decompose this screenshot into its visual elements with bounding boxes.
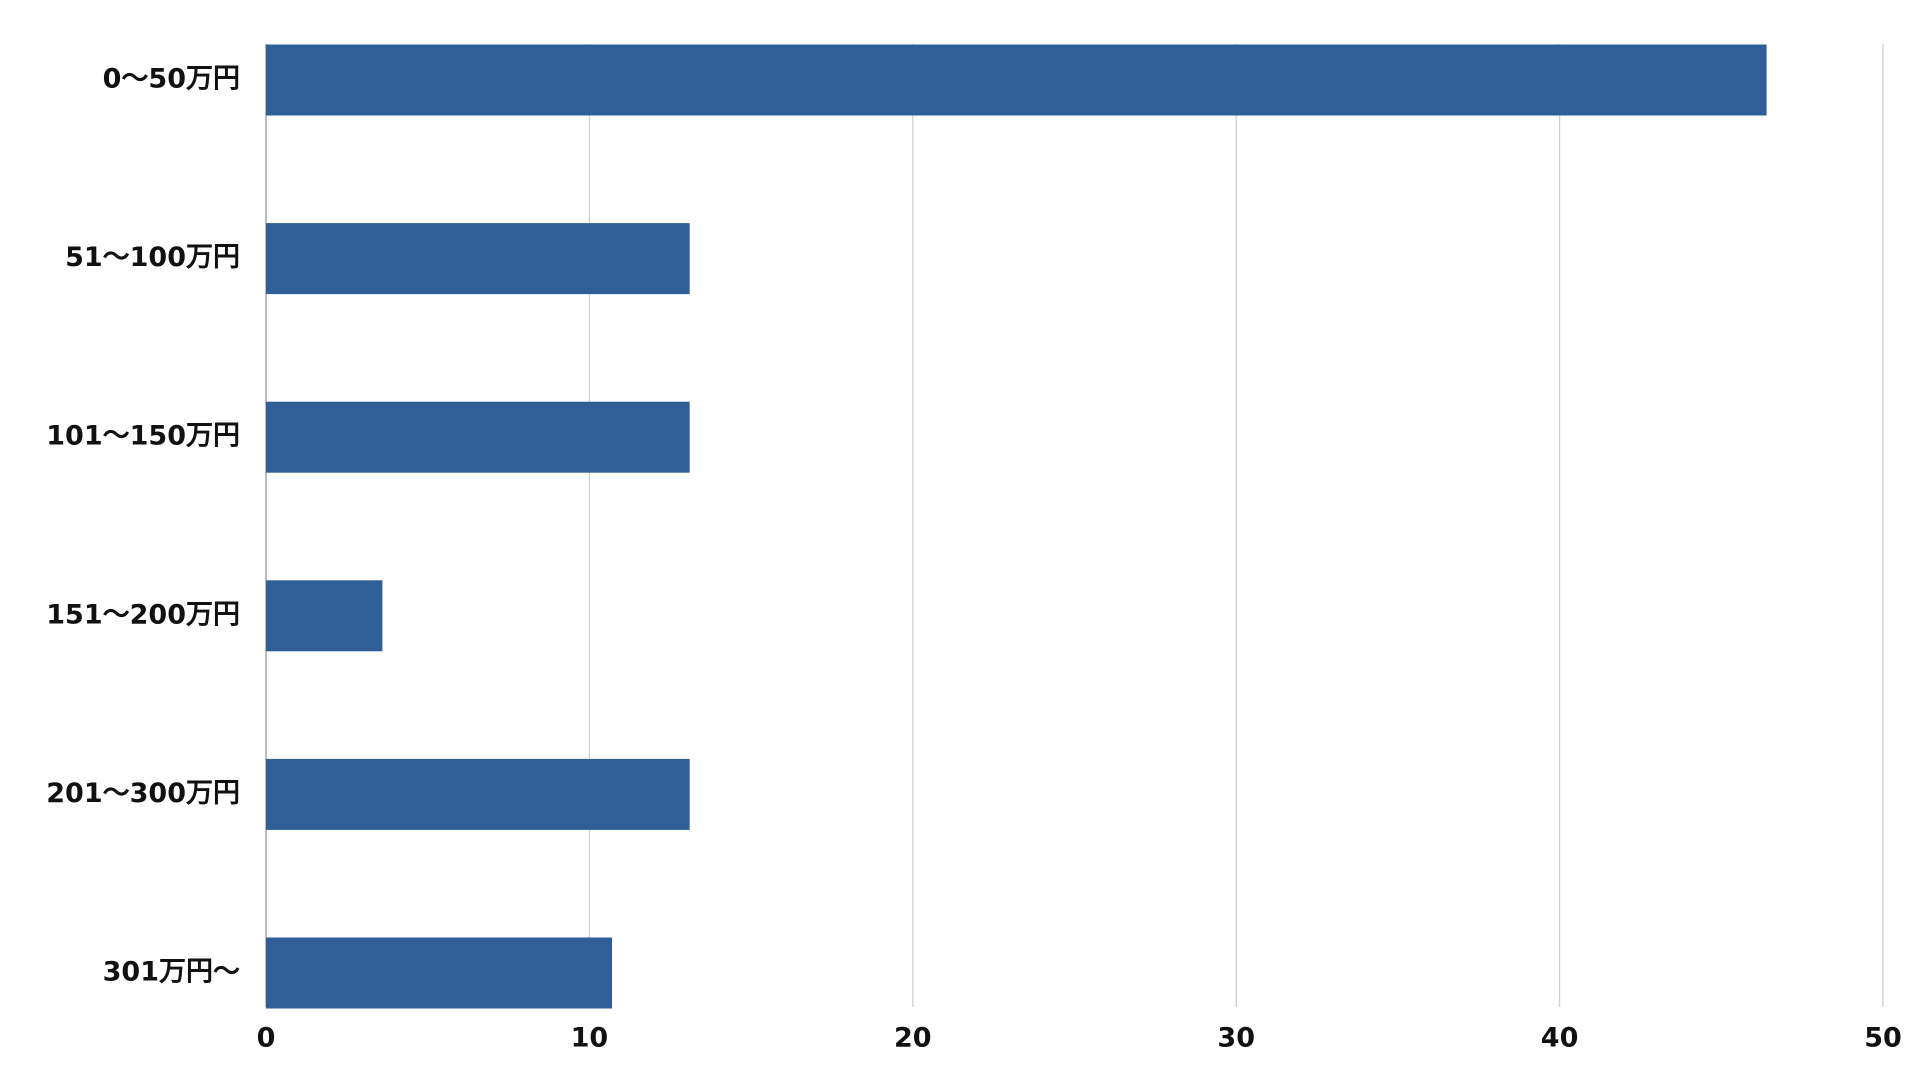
x-tick-label: 20 [894,1023,932,1054]
x-tick-label: 30 [1217,1023,1255,1054]
x-tick-label: 40 [1541,1023,1579,1054]
y-tick-label: 301万円〜 [103,957,240,988]
bar [266,580,383,652]
y-tick-label: 51〜100万円 [65,242,240,273]
bar [266,223,690,295]
y-tick-label: 201〜300万円 [46,778,240,809]
x-tick-label: 0 [257,1023,276,1054]
bar [266,937,613,1009]
x-tick-label: 50 [1864,1023,1902,1054]
bar [266,758,690,830]
y-tick-label: 0〜50万円 [103,64,240,95]
y-tick-label: 151〜200万円 [46,599,240,630]
x-tick-label: 10 [571,1023,609,1054]
bar [266,401,690,473]
y-tick-label: 101〜150万円 [46,421,240,452]
bar [266,44,1767,116]
